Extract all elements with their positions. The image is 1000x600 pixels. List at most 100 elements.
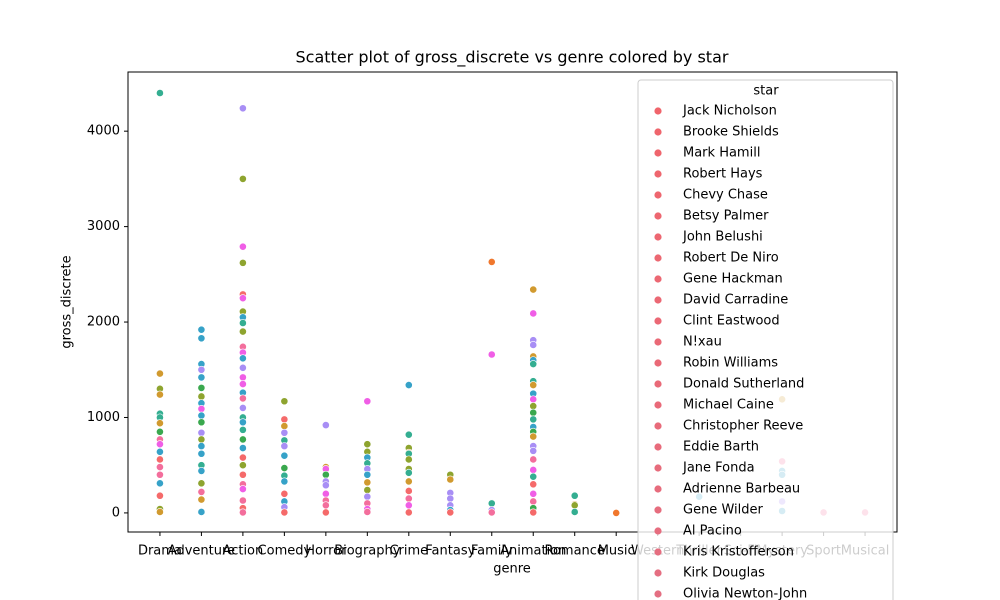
x-tick-label: Music — [598, 544, 635, 559]
legend-marker — [654, 233, 662, 241]
point — [156, 470, 164, 479]
point — [197, 442, 206, 451]
point — [280, 428, 289, 437]
y-tick-label: 0 — [112, 505, 120, 520]
point — [238, 404, 247, 412]
point — [238, 461, 247, 470]
point — [404, 501, 413, 510]
point — [156, 440, 164, 449]
legend-label: Al Pacino — [683, 524, 742, 539]
point — [529, 497, 538, 506]
point — [529, 508, 538, 517]
point — [156, 508, 164, 516]
y-tick-label: 3000 — [87, 219, 120, 234]
point — [238, 363, 247, 372]
point — [156, 491, 164, 500]
point — [156, 89, 164, 97]
point — [238, 373, 247, 382]
legend-marker — [654, 296, 662, 304]
point — [612, 509, 621, 517]
point — [280, 508, 289, 517]
legend-label: Gene Wilder — [683, 503, 763, 518]
point — [529, 489, 538, 498]
legend-marker — [654, 443, 662, 451]
point — [156, 463, 164, 472]
point — [197, 488, 206, 496]
x-tick-label: Fantasy — [425, 544, 475, 559]
legend-label: John Belushi — [682, 230, 763, 245]
legend-marker — [654, 191, 662, 199]
point — [529, 309, 538, 318]
legend-label: Kris Kristofferson — [683, 545, 794, 560]
legend-label: Robert De Niro — [683, 251, 779, 266]
x-tick-label: Drama — [138, 544, 182, 559]
point — [197, 334, 206, 343]
point — [197, 392, 206, 401]
point — [363, 440, 372, 449]
point — [529, 408, 538, 417]
point — [197, 508, 206, 516]
legend-label: Olivia Newton-John — [683, 587, 807, 600]
point — [238, 435, 247, 444]
point — [280, 415, 289, 424]
point — [156, 427, 164, 436]
legend-marker — [654, 317, 662, 325]
legend-label: N!xau — [683, 335, 722, 350]
point — [238, 294, 247, 303]
point — [238, 174, 247, 183]
x-tick-label: Romance — [545, 544, 605, 559]
legend-label: Mark Hamill — [683, 146, 760, 161]
point — [238, 485, 247, 493]
legend-marker — [654, 590, 662, 598]
point — [487, 499, 496, 508]
point — [487, 258, 496, 266]
point — [197, 383, 206, 392]
y-tick-label: 1000 — [87, 410, 120, 425]
point — [238, 394, 247, 403]
point — [570, 501, 579, 510]
point — [529, 480, 538, 489]
point — [197, 428, 206, 437]
point — [197, 495, 206, 504]
point — [529, 285, 538, 294]
point — [197, 365, 206, 374]
point — [280, 464, 289, 472]
legend-marker — [654, 569, 662, 577]
point — [197, 418, 206, 427]
point — [529, 415, 538, 424]
legend-marker — [654, 212, 662, 220]
x-tick-label: Comedy — [258, 544, 312, 559]
point — [529, 381, 538, 389]
legend-label: Robin Williams — [683, 356, 778, 371]
legend-marker — [654, 485, 662, 493]
point — [156, 447, 164, 456]
point — [363, 478, 372, 487]
legend-marker — [654, 380, 662, 388]
point — [238, 327, 247, 336]
point — [238, 508, 247, 517]
legend-title: star — [753, 84, 779, 99]
point — [280, 422, 289, 430]
point — [529, 341, 538, 349]
legend-label: Betsy Palmer — [683, 209, 769, 224]
point — [238, 354, 247, 363]
legend-marker — [654, 506, 662, 514]
point — [404, 494, 413, 503]
point — [529, 455, 538, 464]
legend-marker — [654, 464, 662, 472]
point — [197, 411, 206, 420]
plot-frame — [127, 71, 898, 533]
legend-marker — [654, 149, 662, 157]
y-tick-label: 4000 — [87, 124, 120, 139]
legend-marker — [654, 527, 662, 535]
point — [156, 479, 164, 488]
x-tick-label: Adventure — [168, 544, 235, 559]
point — [280, 397, 289, 406]
point — [238, 453, 247, 462]
point — [197, 449, 206, 458]
point — [280, 489, 289, 498]
point — [321, 508, 330, 517]
point — [570, 491, 579, 500]
legend-marker — [654, 548, 662, 556]
legend-marker — [654, 128, 662, 136]
